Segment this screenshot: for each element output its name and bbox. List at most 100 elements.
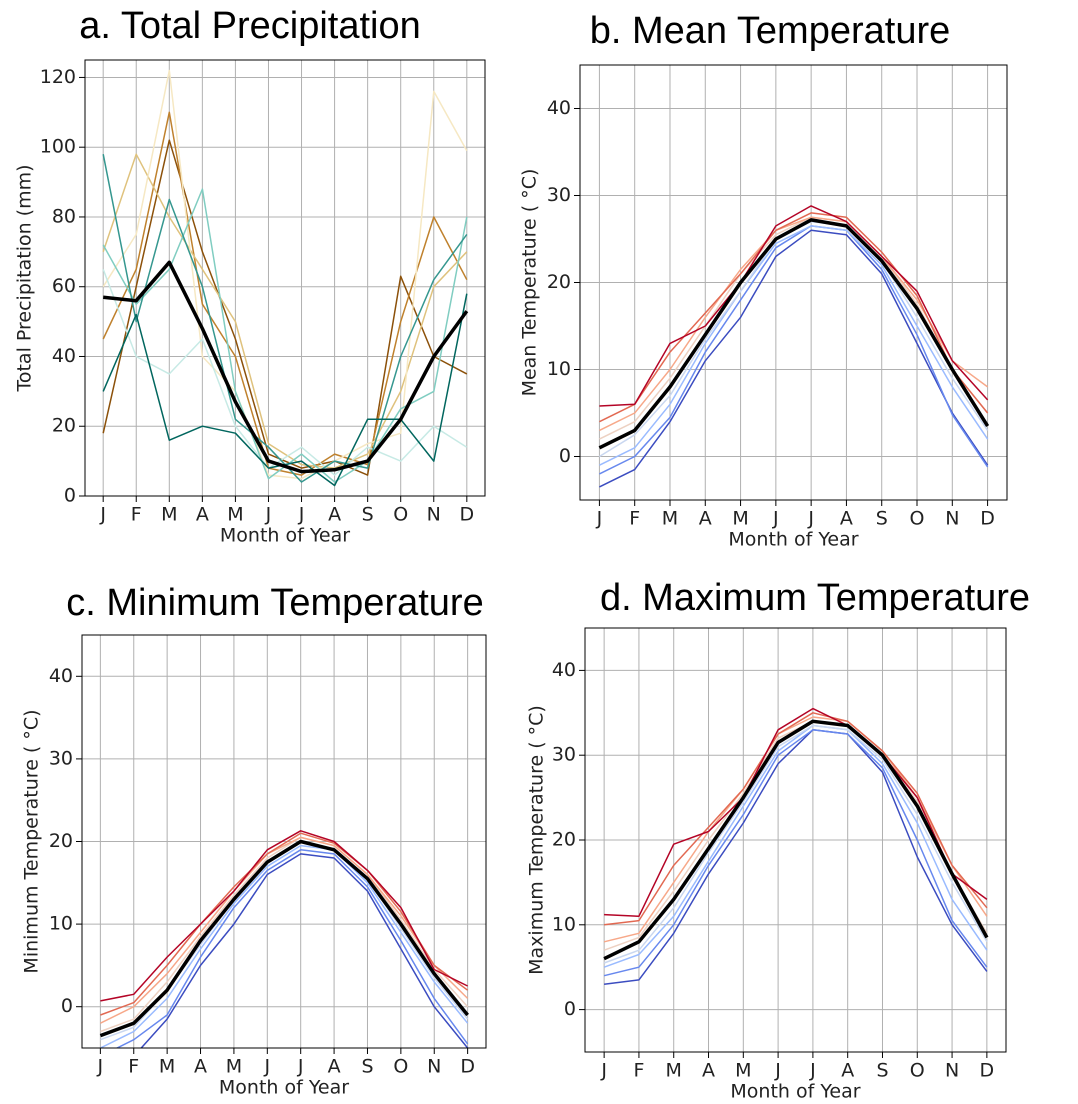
plot-frame <box>584 627 1007 1053</box>
x-tick-label: J <box>264 1056 271 1078</box>
y-tick-label: 40 <box>49 665 73 687</box>
x-axis-label: Month of Year <box>219 1077 349 1099</box>
chart-title: b. Mean Temperature <box>590 10 951 52</box>
y-tick-label: 20 <box>552 829 576 851</box>
y-tick-label: 20 <box>49 830 73 852</box>
x-tick-label: F <box>128 1056 139 1078</box>
y-axis-label: Mean Temperature ( °C) <box>519 169 541 397</box>
series-line <box>102 293 468 487</box>
x-tick-label: J <box>809 1060 816 1082</box>
series-line <box>603 719 989 961</box>
series-line <box>599 225 989 466</box>
series-line <box>603 724 988 968</box>
series-line <box>598 218 990 450</box>
y-tick-label: 60 <box>52 275 76 297</box>
y-tick-label: 40 <box>52 345 76 367</box>
x-tick-label: S <box>876 1060 888 1082</box>
x-tick-label: M <box>227 504 243 526</box>
series-line <box>103 260 469 474</box>
x-tick-label: D <box>460 1056 475 1078</box>
y-tick-label: 30 <box>547 184 571 206</box>
x-tick-label: A <box>194 1056 207 1078</box>
y-tick-label: 0 <box>559 445 571 467</box>
x-tick-label: A <box>196 504 209 526</box>
series-line <box>102 139 468 476</box>
x-tick-label: N <box>945 1060 959 1082</box>
x-tick-label: N <box>427 504 441 526</box>
chart-title: c. Minimum Temperature <box>66 582 483 624</box>
x-tick-label: M <box>662 508 678 530</box>
y-tick-label: 100 <box>40 136 76 158</box>
chart-title: a. Total Precipitation <box>79 5 421 47</box>
series-line <box>115 849 469 1048</box>
x-tick-label: M <box>666 1060 682 1082</box>
x-tick-label: M <box>226 1056 242 1078</box>
series-line <box>603 729 988 977</box>
x-tick-label: A <box>699 508 712 530</box>
x-tick-label: J <box>97 1056 104 1078</box>
series-line <box>102 69 468 480</box>
y-tick-label: 40 <box>547 97 571 119</box>
x-tick-label: A <box>702 1060 715 1082</box>
series-line <box>599 229 989 488</box>
plot-frame <box>579 64 1008 501</box>
series-line <box>102 269 468 476</box>
x-tick-label: J <box>807 508 814 530</box>
x-tick-label: J <box>265 504 272 526</box>
series-line <box>604 707 988 918</box>
x-tick-label: S <box>362 504 374 526</box>
y-tick-label: 0 <box>61 995 73 1017</box>
x-tick-label: O <box>393 504 408 526</box>
x-tick-label: M <box>732 508 748 530</box>
y-tick-label: 10 <box>552 913 576 935</box>
series-line <box>100 832 469 1016</box>
y-tick-label: 40 <box>552 659 576 681</box>
x-tick-label: N <box>427 1056 441 1078</box>
y-axis-label: Maximum Temperature ( °C) <box>526 705 548 975</box>
x-tick-label: A <box>841 1060 854 1082</box>
x-axis-label: Month of Year <box>220 525 350 547</box>
x-tick-label: J <box>596 508 603 530</box>
series-line <box>599 216 989 440</box>
x-tick-label: D <box>980 1060 995 1082</box>
series-line <box>599 216 989 432</box>
x-tick-label: A <box>328 504 341 526</box>
series-line <box>100 844 469 1048</box>
x-tick-label: O <box>910 508 925 530</box>
series-line <box>100 836 469 1024</box>
x-tick-label: M <box>159 1056 175 1078</box>
y-tick-label: 0 <box>64 485 76 507</box>
x-tick-label: D <box>980 508 995 530</box>
x-axis-label: Month of Year <box>728 529 858 551</box>
plot-frame <box>81 634 487 1049</box>
x-tick-label: N <box>945 508 959 530</box>
x-tick-label: F <box>629 508 640 530</box>
x-tick-label: M <box>735 1060 751 1082</box>
series-line <box>99 839 469 1038</box>
series-line <box>100 836 469 1033</box>
x-tick-label: O <box>393 1056 408 1078</box>
series-line <box>604 712 988 926</box>
x-tick-label: F <box>633 1060 644 1082</box>
y-tick-label: 10 <box>49 913 73 935</box>
x-tick-label: O <box>910 1060 925 1082</box>
y-tick-label: 20 <box>547 271 571 293</box>
x-tick-label: J <box>297 1056 304 1078</box>
x-tick-label: S <box>361 1056 373 1078</box>
series-line <box>140 853 469 1048</box>
series-line <box>604 729 988 985</box>
y-tick-label: 30 <box>49 747 73 769</box>
chart-title: d. Maximum Temperature <box>600 577 1030 619</box>
series-line <box>599 205 989 407</box>
y-axis-label: Minimum Temperature ( °C) <box>21 709 43 973</box>
x-tick-label: S <box>876 508 888 530</box>
x-tick-label: F <box>131 504 142 526</box>
x-axis-label: Month of Year <box>730 1081 860 1103</box>
y-tick-label: 120 <box>40 66 76 88</box>
plot-frame <box>84 59 486 497</box>
y-tick-label: 20 <box>52 415 76 437</box>
